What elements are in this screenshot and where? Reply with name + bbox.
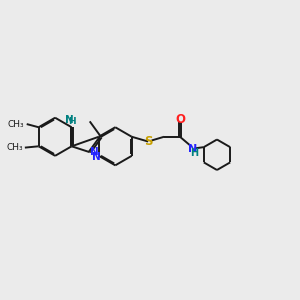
Text: H: H: [68, 117, 76, 126]
Text: N: N: [90, 147, 99, 157]
Text: H: H: [190, 148, 199, 158]
Text: N: N: [92, 152, 101, 162]
Text: CH₃: CH₃: [8, 120, 25, 129]
Text: CH₃: CH₃: [6, 143, 23, 152]
Text: N: N: [65, 115, 74, 125]
Text: S: S: [144, 135, 152, 148]
Text: O: O: [175, 112, 185, 125]
Text: N: N: [188, 145, 197, 154]
